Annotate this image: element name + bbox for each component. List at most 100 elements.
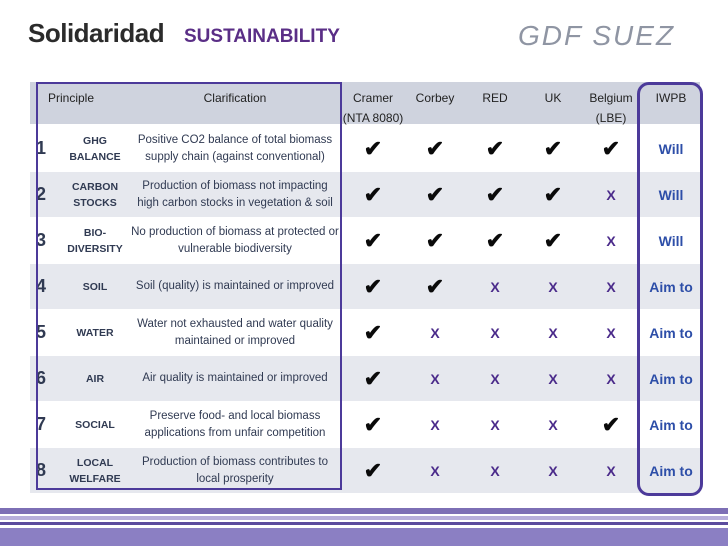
- clarification-cell: Production of biomass contributes to loc…: [141, 455, 329, 485]
- table-row: 2 CARBON STOCKS Production of biomass not …: [30, 172, 700, 217]
- checkmark-icon: ✔: [485, 135, 505, 161]
- logo-solidaridad: Solidaridad: [28, 18, 165, 48]
- cross-mark: X: [606, 324, 616, 341]
- footer-stripe: [0, 516, 728, 520]
- iwpb-cell: Aim to: [649, 462, 693, 479]
- header-corbey: Corbey: [415, 91, 455, 105]
- principle-cell: CARBON STOCKS: [71, 180, 119, 209]
- clarification-cell: No production of biomass at protected or…: [131, 225, 339, 255]
- header-cramer: Cramer (NTA 8080): [342, 88, 404, 128]
- iwpb-cell: Will: [658, 140, 684, 157]
- iwpb-cell: Aim to: [649, 324, 693, 341]
- iwpb-cell: Aim to: [649, 278, 693, 295]
- checkmark-icon: ✔: [425, 135, 445, 161]
- clarification-cell: Production of biomass not impacting high…: [137, 179, 333, 209]
- checkmark-icon: ✔: [425, 227, 445, 253]
- checkmark-icon: ✔: [543, 135, 563, 161]
- header-belgium: Belgium (LBE): [582, 88, 640, 128]
- checkmark-icon: ✔: [601, 411, 621, 437]
- table-row: 5 WATER Water not exhausted and water qual…: [30, 310, 700, 355]
- principle-cell: SOCIAL: [75, 418, 115, 431]
- clarification-cell: Preserve food- and local biomass applica…: [144, 409, 326, 439]
- checkmark-icon: ✔: [543, 227, 563, 253]
- row-number: 3: [36, 230, 47, 250]
- row-number: 6: [36, 368, 47, 388]
- iwpb-cell: Will: [658, 186, 684, 203]
- logo-gdf-suez: GDF SUEZ: [518, 20, 676, 51]
- cross-mark: X: [548, 278, 558, 295]
- cross-mark: X: [490, 462, 500, 479]
- principles-frame: [36, 82, 342, 490]
- header-uk: UK: [544, 91, 562, 105]
- header-clarification: Clarification: [203, 91, 267, 105]
- cross-mark: X: [430, 462, 440, 479]
- iwpb-cell: Aim to: [649, 370, 693, 387]
- row-number: 1: [36, 138, 47, 158]
- table-row: 7 SOCIAL Preserve food- and local biomass …: [30, 402, 700, 447]
- clarification-cell: Air quality is maintained or improved: [142, 372, 328, 384]
- cross-mark: X: [606, 370, 616, 387]
- cross-mark: X: [606, 232, 616, 249]
- cross-mark: X: [548, 370, 558, 387]
- checkmark-icon: ✔: [363, 227, 383, 253]
- principle-cell: BIO-DIVERSITY: [67, 226, 123, 255]
- header-cramer-line1: Cramer: [352, 91, 393, 105]
- cross-mark: X: [430, 416, 440, 433]
- header-belgium-line1: Belgium: [589, 91, 633, 105]
- row-number: 2: [36, 184, 47, 204]
- checkmark-icon: ✔: [425, 181, 445, 207]
- principle-cell: AIR: [85, 372, 105, 385]
- checkmark-icon: ✔: [363, 273, 383, 299]
- table-row: 6 AIR Air quality is maintained or improve…: [30, 356, 700, 401]
- checkmark-icon: ✔: [363, 365, 383, 391]
- row-number: 4: [36, 276, 47, 296]
- header-principle: Principle: [48, 91, 95, 105]
- cross-mark: X: [606, 186, 616, 203]
- cross-mark: X: [490, 324, 500, 341]
- table-row: 8 LOCAL WELFARE Production of biomass cont…: [30, 448, 700, 493]
- checkmark-icon: ✔: [601, 135, 621, 161]
- cross-mark: X: [430, 370, 440, 387]
- principle-cell: WATER: [76, 326, 114, 339]
- footer-stripe: [0, 508, 728, 514]
- table-row: 3 BIO-DIVERSITY No production of biomass a…: [30, 218, 700, 263]
- checkmark-icon: ✔: [363, 319, 383, 345]
- checkmark-icon: ✔: [543, 181, 563, 207]
- cross-mark: X: [490, 370, 500, 387]
- table-header: [30, 82, 700, 124]
- cross-mark: X: [490, 278, 500, 295]
- cross-mark: X: [430, 324, 440, 341]
- cross-mark: X: [606, 462, 616, 479]
- checkmark-icon: ✔: [363, 135, 383, 161]
- checkmark-icon: ✔: [363, 411, 383, 437]
- row-number: 5: [36, 322, 47, 342]
- table-row: 4 SOIL Soil (quality) is maintained or imp…: [30, 264, 700, 309]
- row-number: 8: [36, 460, 47, 480]
- principle-cell: GHG BALANCE: [69, 134, 121, 163]
- header-cramer-line2: (NTA 8080): [342, 111, 404, 125]
- checkmark-icon: ✔: [363, 181, 383, 207]
- clarification-cell: Positive CO2 balance of total biomass su…: [137, 133, 333, 163]
- row-number: 7: [36, 414, 47, 434]
- checkmark-icon: ✔: [485, 181, 505, 207]
- checkmark-icon: ✔: [363, 457, 383, 483]
- iwpb-cell: Aim to: [649, 416, 693, 433]
- header-iwpb: IWPB: [655, 91, 687, 105]
- table-row: 1 GHG BALANCE Positive CO2 balance of tota…: [30, 126, 700, 171]
- cross-mark: X: [548, 324, 558, 341]
- clarification-cell: Water not exhausted and water quality ma…: [137, 317, 333, 347]
- iwpb-cell: Will: [658, 232, 684, 249]
- header-red: RED: [482, 91, 508, 105]
- cross-mark: X: [548, 462, 558, 479]
- page-title: SUSTAINABILITY: [184, 26, 340, 47]
- footer-stripe: [0, 522, 728, 525]
- checkmark-icon: ✔: [425, 273, 445, 299]
- checkmark-icon: ✔: [485, 227, 505, 253]
- header-belgium-line2: (LBE): [595, 111, 627, 125]
- cross-mark: X: [606, 278, 616, 295]
- cross-mark: X: [490, 416, 500, 433]
- clarification-cell: Soil (quality) is maintained or improved: [135, 280, 335, 292]
- principle-cell: LOCAL WELFARE: [69, 456, 121, 485]
- principle-cell: SOIL: [82, 280, 108, 293]
- cross-mark: X: [548, 416, 558, 433]
